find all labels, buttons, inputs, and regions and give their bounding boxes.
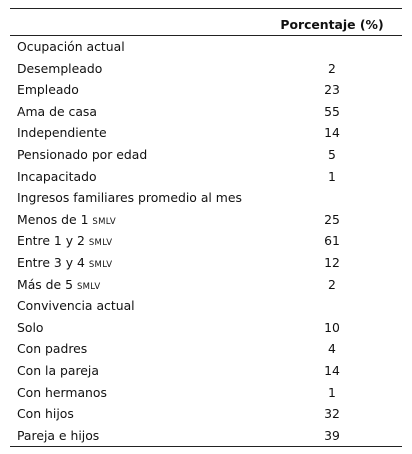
row-value: 23: [324, 82, 340, 98]
row-label: Ingresos familiares promedio al mes: [17, 190, 242, 205]
row-label-text: Incapacitado: [17, 168, 97, 184]
table-row: Pareja e hijos 39: [10, 425, 402, 447]
row-label-text: Ingresos familiares promedio al mes: [17, 190, 242, 206]
table-row: Desempleado 2: [10, 58, 402, 80]
row-value: 39: [324, 427, 340, 443]
row-label-text: Empleado: [17, 82, 79, 98]
row-label: Más de 5 SMLV: [17, 277, 101, 292]
row-label-text: Ama de casa: [17, 103, 97, 119]
row-label: Pensionado por edad: [17, 147, 147, 162]
row-value: 1: [328, 384, 336, 400]
top-rule: [10, 8, 402, 9]
data-table: Porcentaje (%) Ocupación actual Desemplea…: [10, 8, 402, 448]
table-row: Empleado 23: [10, 79, 402, 101]
row-label-text: Pensionado por edad: [17, 146, 148, 162]
table-row: Con hermanos 1: [10, 382, 402, 404]
row-label: Ocupación actual: [17, 39, 125, 54]
row-value: 10: [324, 319, 340, 335]
table-row: Ama de casa 55: [10, 101, 402, 123]
row-value: 2: [328, 60, 336, 76]
row-label: Incapacitado: [17, 169, 97, 184]
row-label: Menos de 1 SMLV: [17, 212, 116, 227]
table-row: Independiente 14: [10, 122, 402, 144]
row-value: 32: [324, 406, 340, 422]
table-row: Entre 3 y 4 SMLV 12: [10, 252, 402, 274]
header-rule: [10, 35, 402, 36]
row-label: Empleado: [17, 82, 79, 97]
row-value: 55: [324, 103, 340, 119]
row-label: Convivencia actual: [17, 298, 135, 313]
row-label-text: Desempleado: [17, 60, 103, 76]
row-label-text: Con hijos: [17, 406, 74, 422]
table-row: Con hijos 32: [10, 403, 402, 425]
row-label-text: Pareja e hijos: [17, 427, 100, 443]
row-value: 14: [324, 362, 340, 378]
unit-smlv: SMLV: [88, 238, 113, 249]
row-value: 61: [324, 233, 340, 249]
row-label: Solo: [17, 320, 43, 335]
unit-smlv: SMLV: [92, 216, 116, 227]
row-label: Pareja e hijos: [17, 428, 99, 443]
table-body: Ocupación actual Desempleado 2 Empleado 23 Am…: [10, 36, 402, 446]
row-label: Con hijos: [17, 406, 74, 421]
row-value: 4: [328, 341, 336, 357]
row-label-text: Entre 3 y 4: [17, 254, 85, 270]
row-label: Con la pareja: [17, 363, 99, 378]
row-label: Con hermanos: [17, 385, 107, 400]
row-value: 5: [328, 146, 336, 162]
section-header-row: Convivencia actual: [10, 295, 402, 317]
unit-smlv: SMLV: [76, 281, 101, 292]
table-row: Con la pareja 14: [10, 360, 402, 382]
table-row: Con padres 4: [10, 338, 402, 360]
row-label-text: Ocupación actual: [17, 39, 125, 54]
row-value: 25: [324, 211, 340, 227]
table-header: Porcentaje (%): [10, 9, 402, 35]
table-row: Menos de 1 SMLV 25: [10, 209, 402, 231]
row-label-text: Con la pareja: [17, 362, 99, 378]
row-label-text: Menos de 1: [17, 211, 89, 227]
row-label-text: Más de 5: [17, 276, 73, 292]
table-row: Incapacitado 1: [10, 166, 402, 188]
row-value: 14: [324, 125, 340, 141]
row-label: Ama de casa: [17, 104, 97, 119]
table-row: Pensionado por edad 5: [10, 144, 402, 166]
unit-smlv: SMLV: [88, 259, 113, 270]
table-row: Entre 1 y 2 SMLV 61: [10, 230, 402, 252]
bottom-rule: [10, 446, 402, 448]
row-label: Con padres: [17, 341, 87, 356]
row-label-text: Independiente: [17, 125, 107, 141]
row-label-text: Convivencia actual: [17, 298, 135, 314]
section-header-row: Ingresos familiares promedio al mes: [10, 187, 402, 209]
column-header-percentage: Porcentaje (%): [280, 17, 384, 32]
row-label-text: Solo: [17, 319, 44, 335]
row-value: 12: [324, 254, 340, 270]
row-value: 1: [328, 168, 336, 184]
table-row: Solo 10: [10, 317, 402, 339]
row-label-text: Con hermanos: [17, 384, 107, 400]
row-label: Desempleado: [17, 61, 102, 76]
row-label-text: Entre 1 y 2: [17, 233, 85, 249]
row-label: Independiente: [17, 125, 107, 140]
table-row: Más de 5 SMLV 2: [10, 274, 402, 296]
row-label: Entre 3 y 4 SMLV: [17, 255, 112, 270]
row-value: 2: [328, 276, 336, 292]
row-label-text: Con padres: [17, 341, 88, 357]
row-label: Entre 1 y 2 SMLV: [17, 233, 112, 248]
section-header-row: Ocupación actual: [10, 36, 402, 58]
